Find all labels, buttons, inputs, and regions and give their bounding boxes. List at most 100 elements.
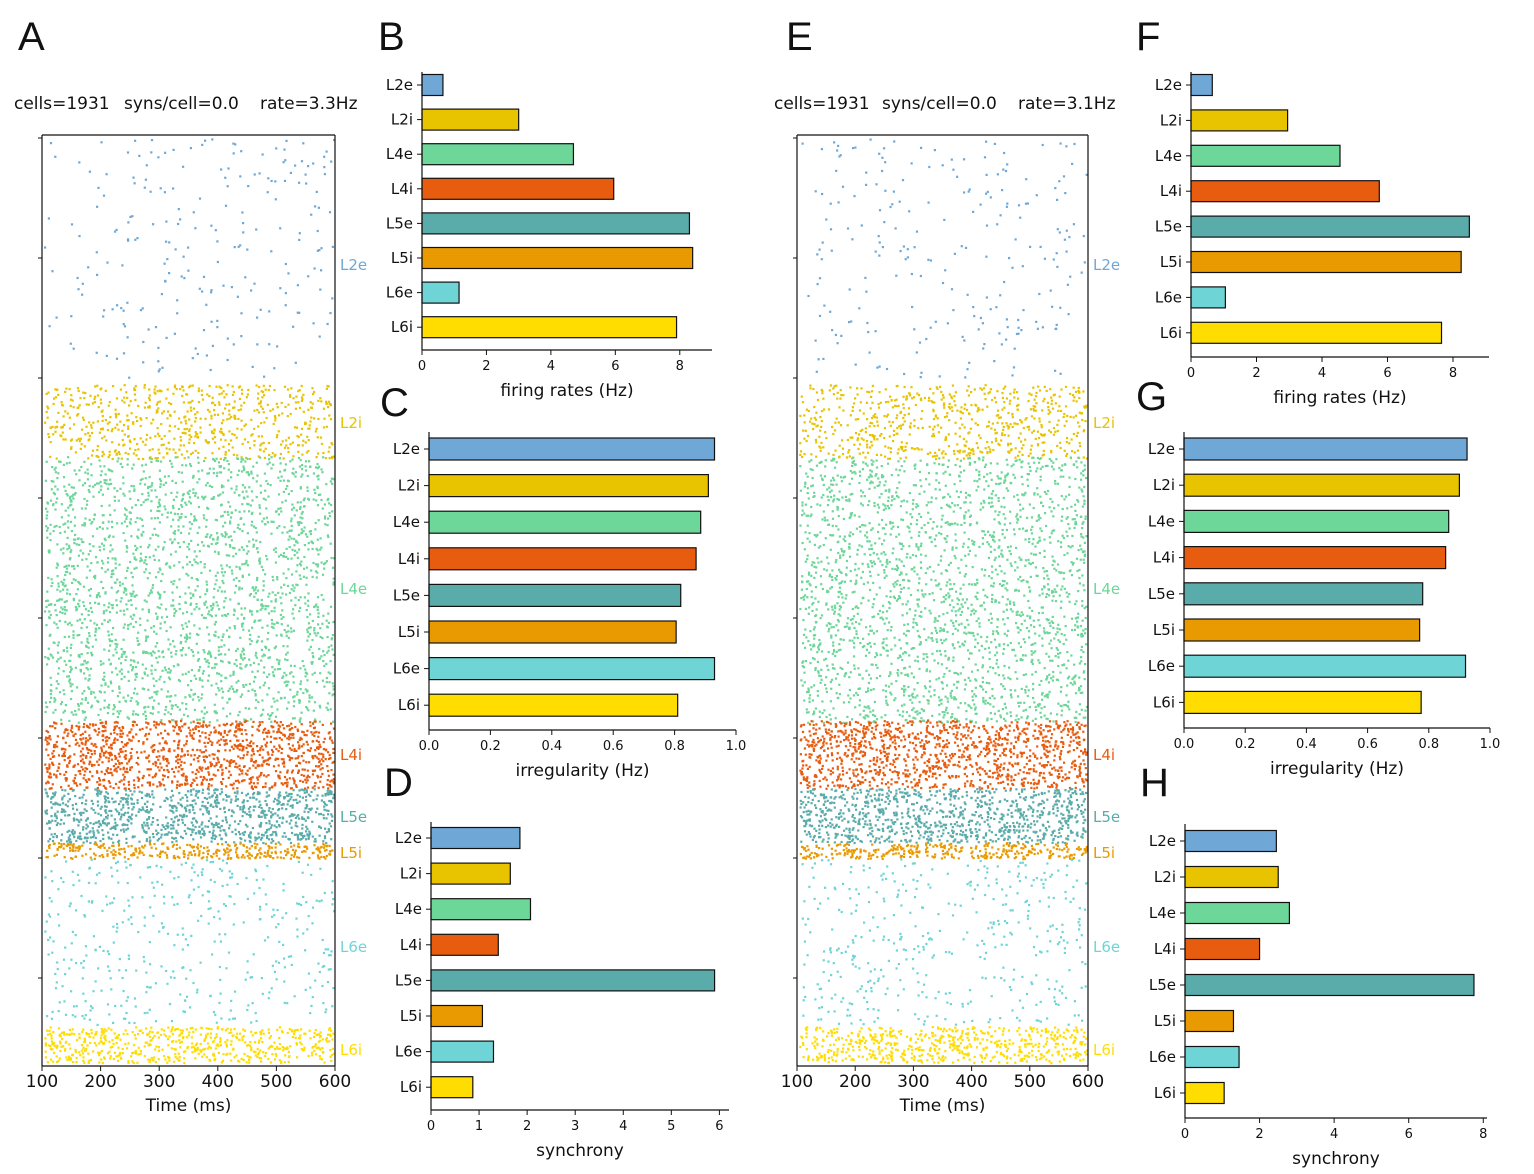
spike [232, 546, 235, 549]
spike [328, 511, 331, 515]
spike [214, 574, 217, 577]
spike [159, 460, 163, 463]
spike [248, 510, 251, 513]
spike [213, 409, 216, 412]
spike [151, 744, 154, 747]
spike [60, 434, 63, 438]
spike [97, 825, 100, 828]
spike [87, 489, 90, 492]
spike [247, 388, 250, 391]
spike [225, 834, 228, 837]
spike [73, 777, 76, 780]
spike [262, 604, 265, 607]
spike [270, 816, 273, 819]
spike [92, 836, 95, 839]
spike [182, 165, 185, 168]
spike [69, 671, 72, 674]
spike [118, 726, 121, 730]
spike [269, 409, 272, 412]
spike [243, 765, 246, 768]
spike [124, 576, 127, 580]
spike [173, 332, 176, 335]
spike [131, 735, 135, 738]
spike [56, 575, 59, 578]
spike [162, 443, 165, 446]
spike [192, 728, 195, 731]
spike [250, 490, 253, 493]
spike [85, 827, 88, 830]
spike [331, 634, 335, 637]
spike [267, 774, 270, 777]
spike [228, 443, 231, 446]
spike [108, 453, 111, 457]
spike [84, 770, 87, 773]
spike [150, 484, 153, 487]
spike [164, 493, 167, 496]
spike [133, 182, 136, 185]
spike [272, 674, 275, 677]
spike [233, 433, 236, 437]
spike [244, 707, 247, 710]
spike [294, 725, 297, 729]
spike [192, 838, 195, 841]
spike [274, 782, 277, 785]
spike [126, 336, 129, 339]
spike [198, 550, 201, 553]
spike [306, 628, 309, 631]
spike [54, 727, 57, 730]
spike [322, 817, 325, 820]
spike [109, 478, 112, 481]
spike [250, 740, 253, 743]
spike [327, 751, 330, 754]
spike [160, 437, 163, 440]
spike [232, 152, 235, 155]
spike [190, 612, 193, 615]
spike [189, 502, 193, 505]
spike [123, 588, 126, 591]
spike [215, 796, 218, 799]
spike [65, 609, 68, 612]
spike [70, 530, 73, 533]
spike [225, 676, 228, 679]
spike [282, 616, 285, 619]
spike [240, 428, 243, 431]
spike [120, 597, 123, 600]
spike [90, 463, 93, 466]
spike [326, 524, 329, 527]
spike [44, 738, 47, 741]
spike [205, 583, 208, 586]
spike [143, 483, 147, 486]
spike [155, 632, 158, 635]
spike [257, 700, 260, 704]
spike [201, 731, 204, 734]
spike [68, 416, 71, 419]
spike [282, 727, 286, 730]
spike [331, 741, 334, 744]
spike [300, 475, 303, 478]
spike [133, 567, 136, 570]
spike [325, 681, 328, 684]
spike [262, 584, 265, 587]
spike [46, 510, 49, 513]
spike [215, 693, 218, 696]
spike [308, 761, 311, 764]
spike [58, 619, 61, 623]
spike [122, 532, 125, 535]
spike [219, 792, 222, 796]
spike [325, 625, 329, 628]
spike [320, 546, 323, 549]
spike [258, 836, 261, 839]
spike [162, 746, 165, 750]
spike [142, 361, 145, 364]
spike [268, 454, 271, 457]
spike [272, 800, 275, 803]
spike [45, 736, 48, 739]
spike [296, 693, 299, 696]
spike [149, 768, 152, 771]
spike [266, 624, 269, 627]
spike [185, 740, 188, 743]
spike [303, 544, 306, 547]
spike [327, 671, 330, 674]
spike [52, 503, 55, 506]
spike [201, 495, 204, 498]
